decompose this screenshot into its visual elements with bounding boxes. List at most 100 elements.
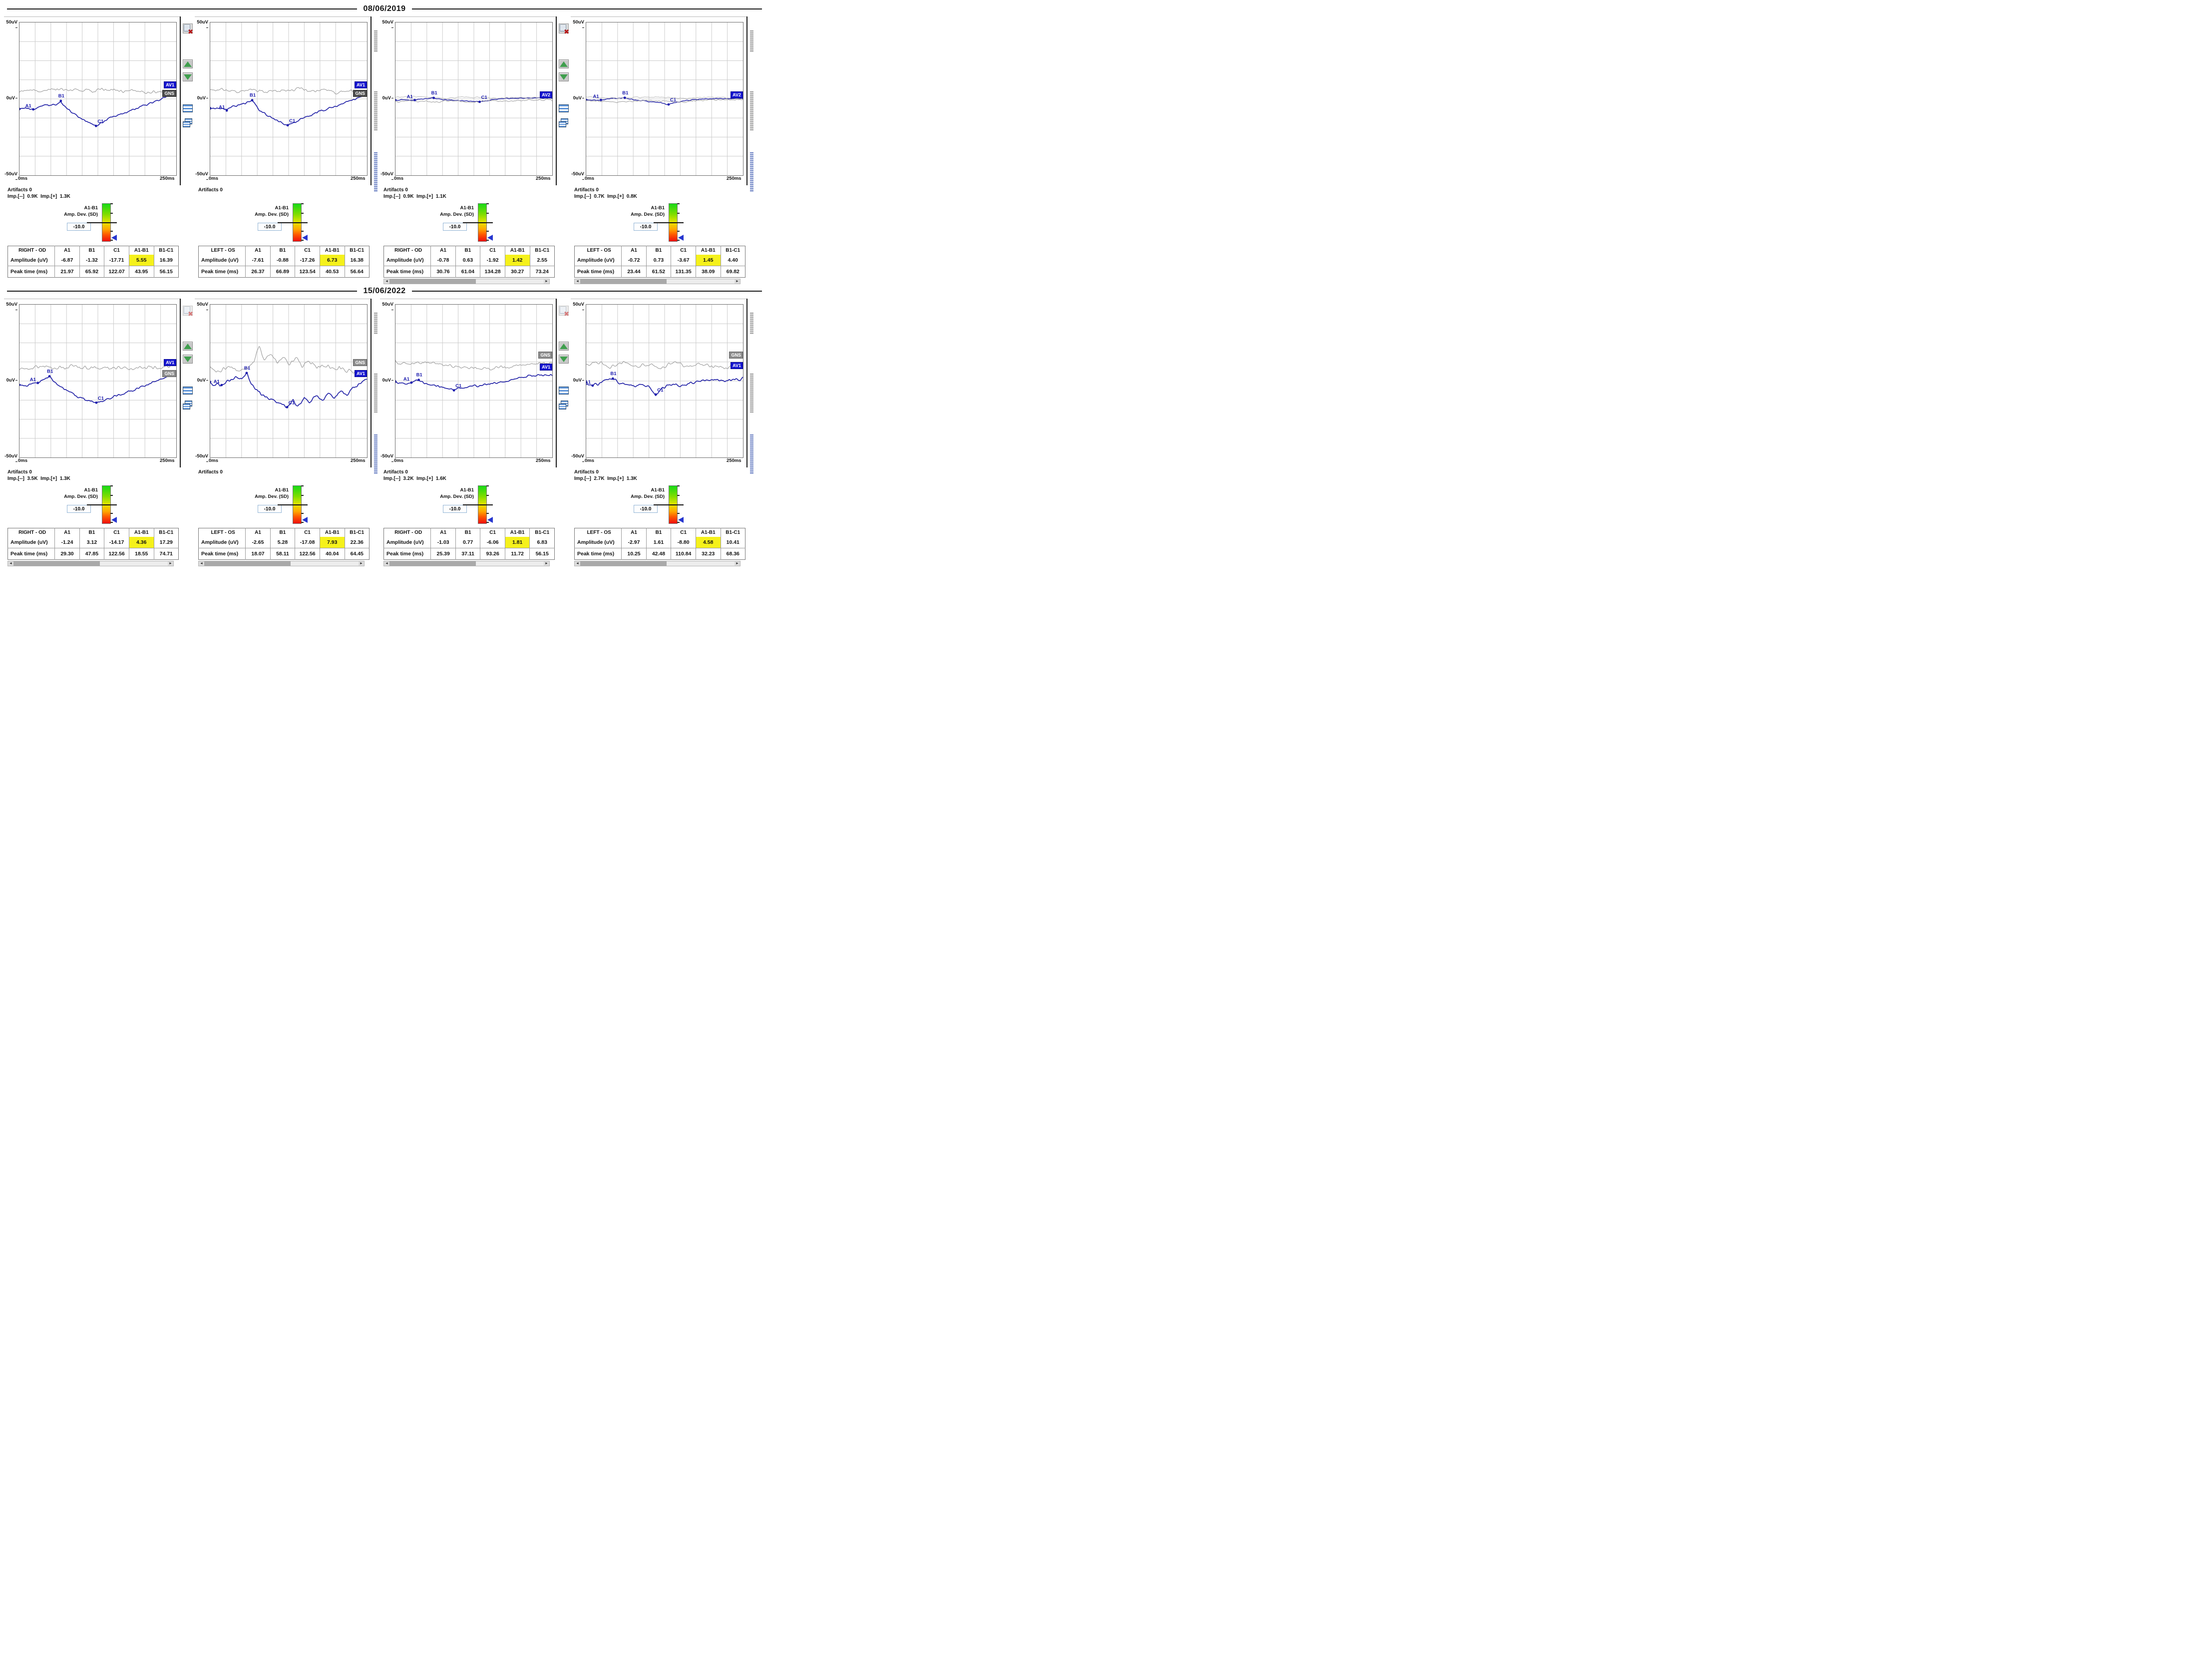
value-cell[interactable]: 123.54: [295, 266, 320, 278]
value-cell[interactable]: 47.85: [79, 548, 104, 560]
value-cell[interactable]: 29.30: [54, 548, 80, 560]
marker-label-c1[interactable]: C1: [455, 384, 462, 389]
scrollbar-track[interactable]: [580, 279, 735, 284]
trace-gns[interactable]: [586, 99, 743, 103]
scroll-up-icon[interactable]: [183, 342, 193, 351]
value-cell[interactable]: 11.72: [504, 548, 530, 560]
table-scrollbar[interactable]: ◄ ►: [198, 561, 365, 566]
value-cell[interactable]: -0.72: [621, 255, 647, 266]
value-cell[interactable]: 42.48: [646, 548, 671, 560]
value-cell[interactable]: -6.06: [480, 537, 505, 548]
marker-label-a1[interactable]: A1: [407, 94, 413, 99]
trace-tag-gns[interactable]: GNS: [729, 351, 743, 359]
waveform-plot[interactable]: A1 B1 C1 GNS AV1: [394, 304, 553, 458]
scroll-right-icon[interactable]: ►: [544, 561, 549, 566]
value-cell[interactable]: 134.28: [480, 266, 505, 278]
scroll-down-icon[interactable]: [183, 72, 193, 81]
scrollbar-track[interactable]: [580, 561, 735, 566]
marker-label-b1[interactable]: B1: [244, 366, 251, 371]
trace-av1[interactable]: [395, 374, 553, 391]
value-cell[interactable]: 61.04: [455, 266, 480, 278]
amp-dev-pointer-icon[interactable]: [678, 517, 684, 523]
marker-label-b1[interactable]: B1: [622, 90, 629, 96]
value-cell[interactable]: 43.95: [129, 266, 154, 278]
trace-ref[interactable]: [395, 96, 552, 99]
value-cell[interactable]: -6.87: [54, 255, 80, 266]
marker-dot-c1[interactable]: [94, 124, 97, 127]
trace-tag-gns[interactable]: GNS: [162, 90, 176, 97]
highlighted-value-cell[interactable]: 4.58: [696, 537, 721, 548]
waveform-plot[interactable]: A1 B1 C1 AV1 GNS: [18, 22, 177, 176]
marker-dot-a1[interactable]: [600, 98, 602, 101]
scrollbar-track[interactable]: [389, 561, 544, 566]
value-cell[interactable]: -1.24: [54, 537, 80, 548]
marker-label-b1[interactable]: B1: [431, 90, 438, 96]
trace-tag-gns[interactable]: GNS: [353, 359, 367, 367]
value-cell[interactable]: 22.36: [344, 537, 369, 548]
value-cell[interactable]: -2.97: [621, 537, 647, 548]
trace-tag-av1[interactable]: AV1: [540, 364, 552, 371]
value-cell[interactable]: 122.56: [104, 548, 129, 560]
amp-dev-value-input[interactable]: [67, 505, 91, 513]
value-cell[interactable]: 64.45: [344, 548, 369, 560]
value-cell[interactable]: 68.36: [720, 548, 745, 560]
scroll-left-icon[interactable]: ◄: [384, 561, 389, 566]
value-cell[interactable]: 32.23: [696, 548, 721, 560]
marker-dot-c1[interactable]: [654, 393, 657, 396]
value-cell[interactable]: -3.67: [671, 255, 696, 266]
value-cell[interactable]: 5.28: [270, 537, 295, 548]
marker-dot-b1[interactable]: [59, 99, 62, 102]
value-cell[interactable]: 56.15: [153, 266, 179, 278]
value-cell[interactable]: 23.44: [621, 266, 647, 278]
value-cell[interactable]: 26.37: [245, 266, 271, 278]
marker-label-c1[interactable]: C1: [289, 118, 296, 124]
waveform-plot[interactable]: A1 B1 C1 AV2: [585, 22, 743, 176]
trace-tag-av2[interactable]: AV2: [540, 91, 552, 99]
marker-label-a1[interactable]: A1: [219, 104, 225, 110]
table-scrollbar[interactable]: ◄ ►: [383, 561, 550, 566]
value-cell[interactable]: -8.80: [671, 537, 696, 548]
value-cell[interactable]: -17.26: [295, 255, 320, 266]
marker-dot-a1[interactable]: [591, 384, 594, 387]
marker-dot-c1[interactable]: [95, 401, 98, 404]
amp-dev-pointer-icon[interactable]: [111, 235, 117, 241]
amp-dev-pointer-icon[interactable]: [487, 235, 493, 241]
value-cell[interactable]: 10.41: [720, 537, 745, 548]
amp-dev-value-input[interactable]: [634, 505, 658, 513]
marker-label-c1[interactable]: C1: [97, 119, 104, 124]
copy-tables-icon[interactable]: [559, 118, 569, 127]
marker-label-a1[interactable]: A1: [214, 379, 220, 385]
value-cell[interactable]: 4.40: [720, 255, 745, 266]
value-cell[interactable]: 56.64: [344, 266, 369, 278]
scroll-right-icon[interactable]: ►: [359, 561, 364, 566]
waveform-plot[interactable]: A1 B1 C1 GNS AV1: [209, 304, 368, 458]
value-cell[interactable]: -7.61: [245, 255, 271, 266]
value-cell[interactable]: -2.65: [245, 537, 271, 548]
value-cell[interactable]: 65.92: [79, 266, 104, 278]
scroll-right-icon[interactable]: ►: [735, 279, 740, 284]
value-cell[interactable]: -17.71: [104, 255, 129, 266]
trace-tag-av1[interactable]: AV1: [164, 81, 176, 89]
highlighted-value-cell[interactable]: 5.55: [129, 255, 154, 266]
scroll-left-icon[interactable]: ◄: [384, 279, 389, 284]
marker-dot-b1[interactable]: [432, 96, 435, 99]
value-cell[interactable]: 73.24: [529, 266, 555, 278]
waveform-plot[interactable]: A1 B1 C1 AV2: [394, 22, 553, 176]
value-cell[interactable]: 16.39: [153, 255, 179, 266]
table-scrollbar[interactable]: ◄ ►: [7, 561, 174, 566]
trace-tag-gns[interactable]: GNS: [538, 351, 552, 359]
value-cell[interactable]: 93.26: [480, 548, 505, 560]
marker-label-c1[interactable]: C1: [481, 95, 488, 100]
scroll-left-icon[interactable]: ◄: [575, 561, 580, 566]
scrollbar-thumb[interactable]: [204, 561, 291, 566]
data-table-icon[interactable]: [183, 387, 193, 395]
waveform-plot[interactable]: A1 B1 C1 AV1 GNS: [18, 304, 177, 458]
copy-tables-icon[interactable]: [183, 401, 193, 410]
waveform-plot[interactable]: A1 B1 C1 AV1 GNS: [209, 22, 368, 176]
trace-tag-av1[interactable]: AV1: [355, 81, 367, 89]
marker-label-b1[interactable]: B1: [47, 369, 53, 374]
table-scrollbar[interactable]: ◄ ►: [574, 561, 740, 566]
amp-dev-pointer-icon[interactable]: [678, 235, 684, 241]
value-cell[interactable]: 56.15: [529, 548, 555, 560]
scroll-up-icon[interactable]: [559, 59, 569, 68]
